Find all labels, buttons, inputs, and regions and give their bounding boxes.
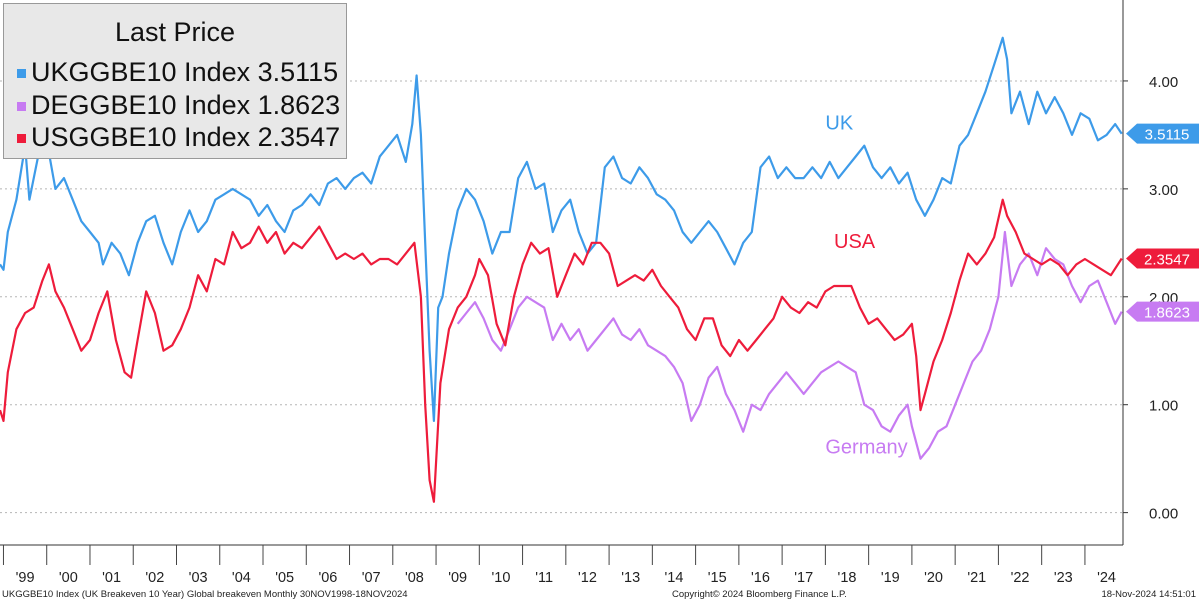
x-tick-label: '05 — [275, 570, 294, 586]
annotation-usa: USA — [834, 231, 876, 253]
legend-entry-uk: UKGGBE10 Index 3.5115 — [17, 57, 338, 88]
y-tick-label: 4.00 — [1149, 74, 1178, 91]
x-tick-label: '17 — [794, 570, 813, 586]
x-tick-label: '24 — [1097, 570, 1116, 586]
footer-description: UKGGBE10 Index (UK Breakeven 10 Year) Gl… — [2, 589, 408, 600]
x-tick-label: '09 — [448, 570, 467, 586]
legend-label-usa: USGGBE10 Index 2.3547 — [31, 122, 341, 152]
x-tick-label: '10 — [491, 570, 510, 586]
last-price-labels: 3.5115 1.8623 2.3547 — [1126, 123, 1199, 322]
footer-timestamp: 18-Nov-2024 14:51:01 — [1101, 589, 1196, 600]
last-price-tag-uk — [1126, 123, 1199, 144]
x-tick-label: '08 — [405, 570, 424, 586]
series-line-uk — [0, 36, 1123, 422]
legend-label-germany: DEGGBE10 Index 1.8623 — [31, 90, 341, 120]
x-tick-label: '00 — [59, 570, 78, 586]
x-tick-label: '02 — [145, 570, 164, 586]
legend-swatch-germany — [17, 102, 26, 112]
x-tick-label: '16 — [751, 570, 770, 586]
annotation-germany: Germany — [825, 436, 907, 458]
last-price-label-usa: 2.3547 — [1144, 252, 1190, 269]
legend-swatch-usa — [17, 134, 26, 144]
x-tick-label: '07 — [362, 570, 381, 586]
x-tick-label: '01 — [102, 570, 121, 586]
x-tick-label: '14 — [665, 570, 684, 586]
footer-copyright: Copyright© 2024 Bloomberg Finance L.P. — [672, 589, 847, 600]
x-tick-label: '18 — [838, 570, 857, 586]
x-tick-label: '20 — [924, 570, 943, 586]
legend-swatch-uk — [17, 69, 26, 79]
series-lines — [0, 36, 1123, 503]
x-tick-label: '23 — [1054, 570, 1073, 586]
x-tick-label: '13 — [621, 570, 640, 586]
x-tick-label: '99 — [16, 570, 35, 586]
axes: 0.001.002.003.004.00'99'00'01'02'03'04'0… — [0, 0, 1178, 586]
annotation-uk: UK — [825, 113, 853, 135]
last-price-label-uk: 3.5115 — [1145, 127, 1190, 144]
series-annotations: UK USA Germany — [825, 113, 907, 459]
last-price-tag-usa — [1126, 248, 1199, 269]
x-tick-label: '22 — [1011, 570, 1030, 586]
legend-title: Last Price — [114, 17, 236, 47]
legend-entry-germany: DEGGBE10 Index 1.8623 — [17, 90, 340, 121]
gridlines — [0, 80, 1123, 514]
legend-box: Last Price UKGGBE10 Index 3.5115 DEGGBE1… — [3, 3, 347, 159]
y-tick-label: 0.00 — [1149, 506, 1178, 523]
x-tick-label: '12 — [578, 570, 597, 586]
x-tick-label: '06 — [318, 570, 337, 586]
legend-entry-usa: USGGBE10 Index 2.3547 — [17, 122, 340, 153]
x-tick-label: '04 — [232, 570, 251, 586]
x-tick-label: '03 — [189, 570, 208, 586]
y-tick-label: 1.00 — [1149, 398, 1178, 415]
y-tick-label: 3.00 — [1149, 182, 1178, 199]
legend-label-uk: UKGGBE10 Index 3.5115 — [31, 57, 339, 87]
x-tick-label: '19 — [881, 570, 900, 586]
x-tick-label: '11 — [535, 570, 553, 586]
series-line-usa — [0, 198, 1123, 503]
x-tick-label: '15 — [708, 570, 727, 586]
last-price-label-germany: 1.8623 — [1144, 305, 1190, 322]
x-tick-label: '21 — [967, 570, 986, 586]
last-price-tag-germany — [1126, 301, 1199, 322]
series-line-germany — [456, 230, 1123, 460]
